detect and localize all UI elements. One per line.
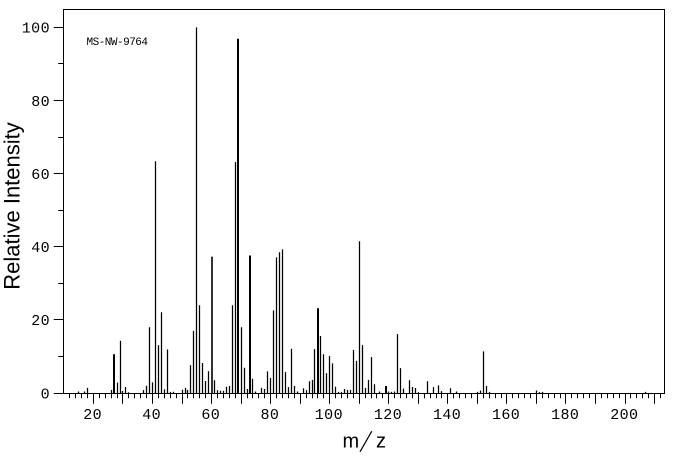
svg-text:180: 180	[551, 407, 579, 424]
svg-text:m: m	[343, 431, 360, 453]
svg-text:140: 140	[433, 407, 461, 424]
svg-text:160: 160	[492, 407, 520, 424]
svg-text:0: 0	[41, 386, 50, 403]
svg-text:120: 120	[374, 407, 402, 424]
svg-text:100: 100	[22, 21, 50, 38]
svg-text:200: 200	[610, 407, 638, 424]
svg-text:100: 100	[315, 407, 343, 424]
svg-text:z: z	[376, 431, 386, 453]
svg-text:80: 80	[31, 94, 50, 111]
svg-text:80: 80	[260, 407, 279, 424]
svg-text:60: 60	[31, 167, 50, 184]
svg-text:40: 40	[142, 407, 161, 424]
svg-text:20: 20	[83, 407, 102, 424]
svg-text:MS-NW-9764: MS-NW-9764	[87, 37, 149, 49]
svg-text:40: 40	[31, 240, 50, 257]
svg-text:Relative Intensity: Relative Intensity	[0, 122, 25, 290]
svg-text:60: 60	[201, 407, 220, 424]
svg-text:20: 20	[31, 313, 50, 330]
